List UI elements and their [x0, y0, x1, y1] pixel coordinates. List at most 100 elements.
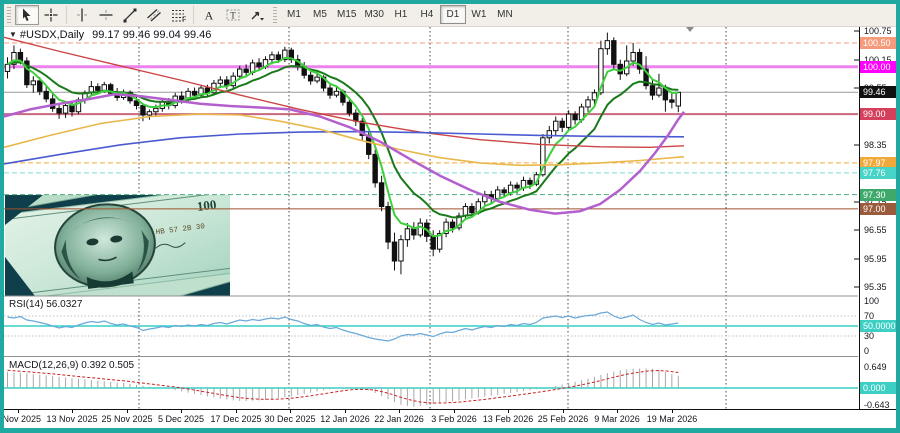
price-tick-95.35: 95.35	[864, 282, 887, 292]
chart-symbol-title[interactable]: ▼ #USDX,Daily 99.17 99.46 99.04 99.46	[9, 29, 211, 41]
date-tick-mark	[72, 410, 73, 413]
price-tick-97.15: 97.15	[864, 197, 887, 207]
tool-trendline[interactable]	[118, 5, 142, 25]
date-tick-mark	[508, 410, 509, 413]
vertical-line-icon	[77, 8, 87, 21]
toolbar: F A T M1 M5 M15 M30 H1 H4 D1 W1 MN	[3, 3, 897, 27]
tool-crosshair[interactable]	[39, 5, 63, 25]
date-tick-mark	[399, 410, 400, 413]
timeframe-M30[interactable]: M30	[360, 5, 387, 24]
timeframe-D1[interactable]: D1	[439, 5, 466, 24]
date-label: 13 Feb 2026	[482, 414, 534, 424]
date-tick-mark	[563, 410, 564, 413]
bill-denomination: 100	[196, 197, 217, 214]
price-badge-99.00: 99.00	[860, 108, 896, 120]
date-tick-mark	[617, 410, 618, 413]
rsi-tick-70: 70	[864, 311, 875, 321]
date-tick-mark	[290, 410, 291, 413]
rsi-badge-50: 50.0000	[860, 320, 899, 332]
cursor-icon	[23, 8, 31, 21]
timeframe-H4[interactable]: H4	[414, 5, 440, 24]
date-tick-mark	[181, 410, 182, 413]
date-tick-mark	[127, 410, 128, 413]
tool-cursor[interactable]	[15, 4, 39, 25]
tool-equidistant-channel[interactable]	[142, 5, 166, 25]
symbol-period-label: #USDX,Daily	[19, 29, 85, 41]
macd-tick-0.649: 0.649	[864, 362, 887, 372]
timeframe-MN[interactable]: MN	[492, 5, 518, 24]
date-tick-mark	[236, 410, 237, 413]
toolbar-separator	[193, 5, 194, 24]
date-label: 9 Mar 2026	[594, 414, 640, 424]
tool-text[interactable]: A	[197, 5, 221, 25]
arrow-objects-icon	[251, 11, 264, 21]
price-badge-97.76: 97.76	[860, 167, 896, 179]
date-label: 3 Nov 2025	[0, 414, 42, 424]
fibonacci-retracement-icon: F	[172, 9, 186, 23]
tool-text-label[interactable]: T	[221, 5, 245, 25]
svg-text:T: T	[230, 10, 236, 20]
tool-horizontal-line[interactable]	[94, 5, 118, 25]
symbol-dropdown-icon[interactable]: ▼	[9, 30, 17, 39]
timeframe-M5[interactable]: M5	[307, 5, 333, 24]
equidistant-channel-icon	[147, 8, 161, 21]
dollar-bills-photo: 100 HB 57 2B 30 100 B3044 M	[5, 195, 230, 296]
crosshair-icon	[44, 8, 58, 21]
date-tick-mark	[18, 410, 19, 413]
macd-badge-zero: 0.000	[860, 382, 896, 394]
macd-tick--0.643: -0.643	[864, 400, 890, 410]
price-tick-98.35: 98.35	[864, 140, 887, 150]
svg-text:A: A	[205, 8, 214, 22]
ohlc-readout: 99.17 99.46 99.04 99.46	[92, 29, 212, 41]
date-tick-mark	[345, 410, 346, 413]
timeframe-drag-handle[interactable]	[273, 6, 277, 23]
text-icon: A	[205, 8, 214, 22]
price-tick-96.55: 96.55	[864, 225, 887, 235]
tool-vertical-line[interactable]	[70, 5, 94, 25]
tool-fibonacci-retracement[interactable]: F	[166, 5, 190, 25]
date-label: 12 Jan 2026	[320, 414, 370, 424]
rsi-tick-100: 100	[864, 296, 880, 306]
date-label: 25 Feb 2026	[537, 414, 589, 424]
timeframe-H1[interactable]: H1	[388, 5, 414, 24]
date-label: 19 Mar 2026	[646, 414, 698, 424]
timeframe-M1[interactable]: M1	[281, 5, 307, 24]
price-badge-100.00: 100.00	[860, 61, 896, 73]
price-badge-99.46: 99.46	[860, 86, 896, 98]
trendline-icon	[123, 8, 137, 22]
toolbar-separator	[66, 5, 67, 24]
price-tick-100.75: 100.75	[864, 26, 892, 36]
price-tick-100.15: 100.15	[864, 55, 892, 65]
date-label: 13 Nov 2025	[46, 414, 98, 424]
rsi-tick-0: 0	[864, 346, 870, 356]
macd-indicator-label: MACD(12,26,9) 0.392 0.505	[9, 360, 135, 371]
rsi-indicator-label: RSI(14) 56.0327	[9, 299, 83, 310]
rsi-tick-30: 30	[864, 331, 875, 341]
text-label-icon: T	[226, 9, 240, 20]
toolbar-drag-handle[interactable]	[7, 6, 11, 23]
price-badge-97.97: 97.97	[860, 157, 896, 169]
date-label: 25 Nov 2025	[101, 414, 153, 424]
price-tick-95.95: 95.95	[864, 254, 887, 264]
timeframe-toolbar: M1 M5 M15 M30 H1 H4 D1 W1 MN	[281, 5, 518, 24]
date-label: 3 Feb 2026	[431, 414, 477, 424]
price-badge-100.50: 100.50	[860, 37, 896, 49]
price-badge-97.30: 97.30	[860, 189, 896, 201]
bill-plate-number: B3044 M	[8, 234, 15, 261]
horizontal-line-icon	[99, 9, 113, 20]
price-badge-97.00: 97.00	[860, 203, 896, 215]
price-axis[interactable]: 100.75100.1599.5598.3597.1596.5595.9595.…	[859, 25, 900, 410]
timeframe-W1[interactable]: W1	[466, 5, 492, 24]
tool-arrow-objects[interactable]	[245, 5, 269, 25]
date-label: 22 Jan 2026	[374, 414, 424, 424]
date-label: 5 Dec 2025	[157, 414, 205, 424]
date-label: 30 Dec 2025	[264, 414, 316, 424]
timeframe-M15[interactable]: M15	[333, 5, 360, 24]
date-tick-mark	[672, 410, 673, 413]
date-label: 17 Dec 2025	[210, 414, 262, 424]
date-tick-mark	[454, 410, 455, 413]
svg-text:F: F	[182, 16, 186, 23]
